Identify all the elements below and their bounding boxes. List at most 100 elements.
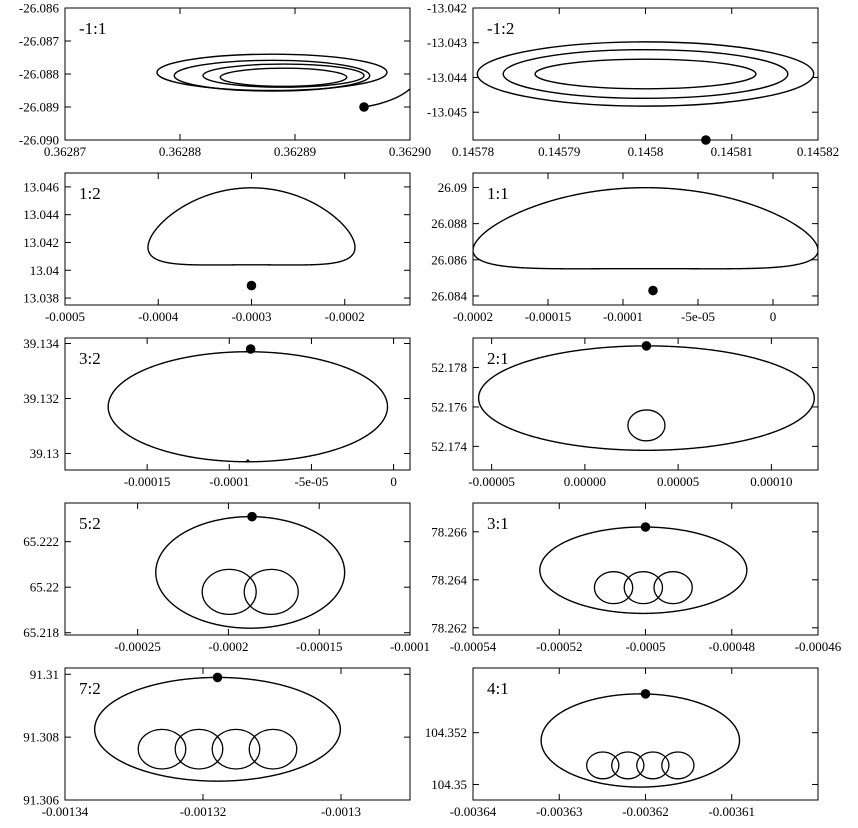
y-tick-label: -13.045 [427,105,467,120]
y-tick-label: 78.262 [431,620,467,635]
y-tick-label: 26.084 [431,288,467,303]
x-tick-label: -0.00005 [468,474,515,489]
x-tick-label: -0.0003 [231,309,271,324]
panel-0: 0.36287 0.36288 0.36289 0.36290 -26.086 -26.0… [19,1,431,160]
y-tick-label: 26.09 [438,180,467,195]
plot-frame [64,502,411,636]
x-tick-label: -0.0001 [390,639,430,654]
panel-label: 3:1 [487,514,509,533]
x-tick-label: 0.00010 [750,474,792,489]
orbit-curve [93,676,342,782]
orbit-ring-1 [173,59,371,92]
orbit-ring-2 [534,58,757,90]
orbit-curve [539,526,748,615]
panel-label: -1:2 [487,19,514,38]
plot-frame [472,7,819,141]
x-tick-label: 0.14579 [538,144,580,159]
panel-8: -0.00134 -0.00132 -0.0013 91.31 91.308 91.306… [23,667,411,819]
x-tick-label: -0.0013 [321,804,361,819]
x-tick-label: -0.00362 [622,804,669,819]
x-tick-label: -0.0005 [625,639,665,654]
x-tick-label: 0.00000 [564,474,606,489]
inner-loop-0 [137,728,187,770]
x-tick-label: -0.00363 [536,804,583,819]
panel-9: -0.00364 -0.00363 -0.00362 -0.00361 104.352 1… [425,667,819,819]
inner-loop-2 [636,751,670,780]
y-tick-label: 52.176 [431,399,467,414]
panel-label: 2:1 [487,349,509,368]
y-tick-label: 13.044 [23,207,59,222]
x-tick-label: 0.00005 [657,474,699,489]
position-marker [640,689,651,699]
plot-frame [472,172,819,306]
panel-label: 7:2 [79,679,101,698]
orbit-ring-1 [502,48,789,100]
panel-label: 1:2 [79,184,101,203]
orbit-curve [477,345,815,451]
panel-2: -0.0005 -0.0004 -0.0003 -0.0002 13.046 13.044… [23,172,411,324]
position-marker [359,102,369,112]
y-tick-label: 104.35 [431,777,467,792]
inner-loop-0 [201,568,257,616]
x-tick-label: -0.00015 [124,474,171,489]
inner-loop-2 [211,728,261,770]
panel-4: -0.00015 -0.0001 -5e-05 0 39.134 39.132 39.13 3… [23,336,411,489]
x-tick-label: -0.00015 [296,639,343,654]
position-marker [245,344,256,354]
x-tick-label: 0 [770,309,777,324]
x-tick-label: -0.0002 [325,309,365,324]
x-tick-label: -0.0001 [209,474,249,489]
x-tick-label: -5e-05 [294,474,328,489]
x-tick-label: -0.00025 [114,639,161,654]
x-tick-label: 0.1458 [628,144,664,159]
y-tick-label: 91.31 [30,667,59,682]
plot-frame [64,337,411,471]
y-tick-label: 13.038 [23,291,59,306]
orbit-curve [473,186,818,270]
x-tick-label: -0.00054 [450,639,497,654]
y-tick-label: 104.352 [425,725,467,740]
inner-loop-0 [586,751,620,780]
y-tick-label: 26.086 [431,252,467,267]
position-marker [648,285,658,296]
orbit-tail [363,88,410,108]
x-tick-label: -0.00052 [536,639,583,654]
y-tick-label: 91.306 [23,793,59,808]
y-tick-label: 78.264 [431,572,467,587]
plot-frame [472,667,819,801]
y-tick-label: -26.088 [19,67,59,82]
orbit-ring-3 [219,67,348,88]
panel-label: 5:2 [79,514,101,533]
position-marker [247,511,257,522]
x-tick-label: -0.00361 [708,804,755,819]
position-marker [212,672,223,683]
panel-6: -0.00025 -0.0002 -0.00015 -0.0001 65.222 65.2… [23,502,430,654]
y-tick-label: 52.174 [431,439,467,454]
inner-loop-0 [627,409,666,442]
y-tick-label: 91.308 [23,730,59,745]
x-tick-label: -0.00134 [42,804,89,819]
position-marker [640,522,651,532]
inner-loop-1 [623,571,664,605]
position-marker [246,280,257,291]
x-tick-label: -0.0002 [453,309,493,324]
x-tick-label: 0.14582 [797,144,839,159]
panel-1: 0.14578 0.14579 0.1458 0.14581 0.14582 -13.04… [427,1,839,160]
panel-label: -1:1 [79,19,106,38]
x-tick-label: -0.00364 [450,804,497,819]
y-tick-label: 26.088 [431,216,467,231]
y-tick-label: -26.090 [19,133,59,148]
x-tick-label: -0.00015 [525,309,572,324]
y-tick-label: 39.134 [23,336,59,351]
x-tick-label: -0.0005 [45,309,85,324]
y-tick-label: 65.218 [23,625,59,640]
inner-loop-2 [653,571,693,605]
y-tick-label: -13.044 [427,70,468,85]
y-tick-label: 39.13 [30,446,59,461]
panel-label: 1:1 [487,184,509,203]
x-tick-label: 0 [390,474,397,489]
inner-loop-1 [243,568,299,616]
x-tick-label: -0.0004 [138,309,179,324]
y-tick-label: -26.086 [19,1,60,16]
x-tick-label: -0.0001 [603,309,643,324]
